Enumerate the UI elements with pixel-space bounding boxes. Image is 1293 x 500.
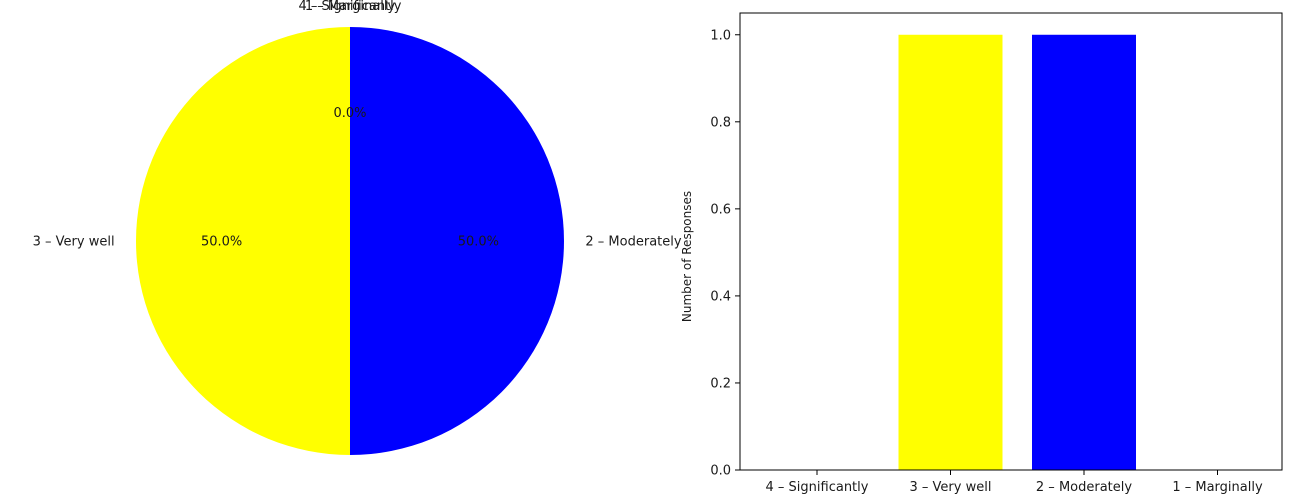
- x-tick-label-4-significantly: 4 – Significantly: [766, 480, 869, 495]
- pie-label-1-marginally: 1 – Marginally: [305, 0, 396, 14]
- y-tick-label: 0.2: [710, 376, 731, 391]
- y-tick-label: 1.0: [710, 28, 731, 43]
- pie-chart: 4 – Significantly 0.0% 3 – Very well 50.0% 2…: [33, 0, 682, 455]
- pie-pct-label-3-very-well: 50.0%: [201, 235, 242, 250]
- y-tick-label: 0.8: [710, 115, 731, 130]
- bar-2-moderately: [1032, 34, 1136, 471]
- y-tick-label: 0.4: [710, 289, 731, 304]
- bar-3-very-well: [898, 34, 1003, 471]
- pie-label-3-very-well: 3 – Very well: [33, 235, 115, 250]
- bar-chart: 4 – Significantly 3 – Very well 2 – Modera…: [680, 12, 1283, 495]
- y-axis-label: Number of Responses: [680, 191, 694, 322]
- y-tick-label: 0.6: [710, 202, 731, 217]
- x-tick-label-3-very-well: 3 – Very well: [910, 480, 992, 495]
- pie-pct-label-2-moderately: 50.0%: [458, 235, 499, 250]
- pie-label-4-significantly: 4 – Significantly: [299, 0, 402, 14]
- pie-slice-2-moderately: [350, 27, 564, 455]
- axes-frame: [739, 12, 1283, 471]
- x-tick-label-1-marginally: 1 – Marginally: [1172, 480, 1263, 495]
- pie-slice-3-very-well: [136, 27, 350, 455]
- pie-pct-label-1-marginally: 0.0%: [333, 106, 366, 121]
- x-tick-label-2-moderately: 2 – Moderately: [1036, 480, 1132, 495]
- y-tick-label: 0.0: [710, 464, 731, 479]
- pie-label-2-moderately: 2 – Moderately: [585, 235, 681, 250]
